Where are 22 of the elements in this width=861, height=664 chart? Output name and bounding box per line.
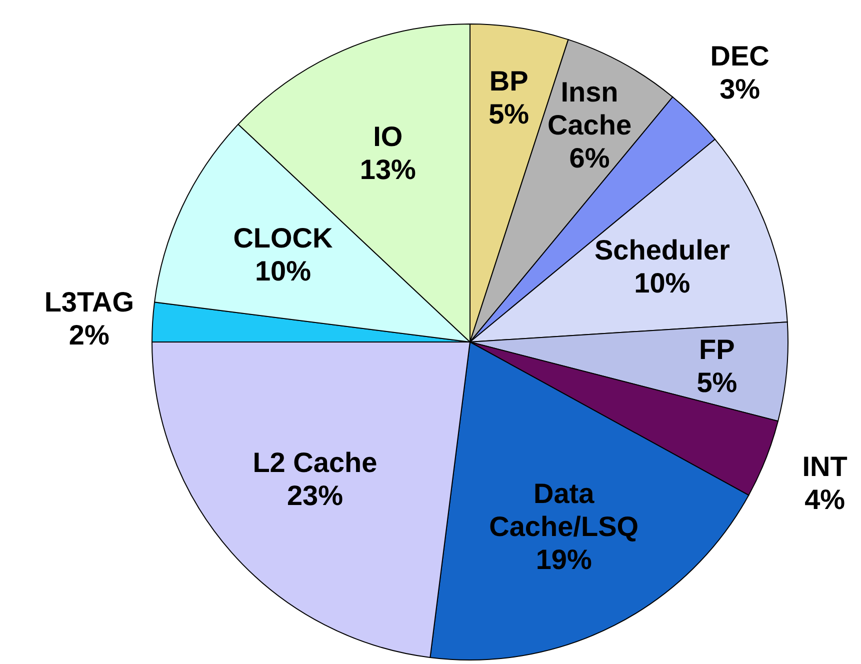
data-label: 3% xyxy=(720,73,760,104)
data-label: 23% xyxy=(286,480,344,511)
slice-label: L3TAG xyxy=(44,286,134,318)
slice-label: DEC xyxy=(710,40,770,72)
data-label: 5% xyxy=(696,366,738,398)
data-label: 6% xyxy=(569,142,610,174)
slice-label: INT xyxy=(802,450,848,482)
slice-label: IO xyxy=(373,120,403,152)
slice-label: Insn Cache xyxy=(547,76,632,140)
slice-label: Scheduler xyxy=(594,234,730,265)
slice-label: Data Cache/LSQ xyxy=(489,478,639,542)
slice-label: CLOCK xyxy=(233,222,333,253)
data-label: 10% xyxy=(634,266,690,298)
slice-label: L2 Cache xyxy=(252,446,378,478)
slice-label: FP xyxy=(699,333,735,364)
slice-label: BP xyxy=(489,65,528,96)
data-label: 2% xyxy=(68,319,110,350)
data-label: 19% xyxy=(536,544,592,575)
data-label: 5% xyxy=(488,98,530,130)
data-label: 13% xyxy=(360,153,416,184)
data-label: 4% xyxy=(804,483,846,514)
data-label: 10% xyxy=(254,254,312,286)
